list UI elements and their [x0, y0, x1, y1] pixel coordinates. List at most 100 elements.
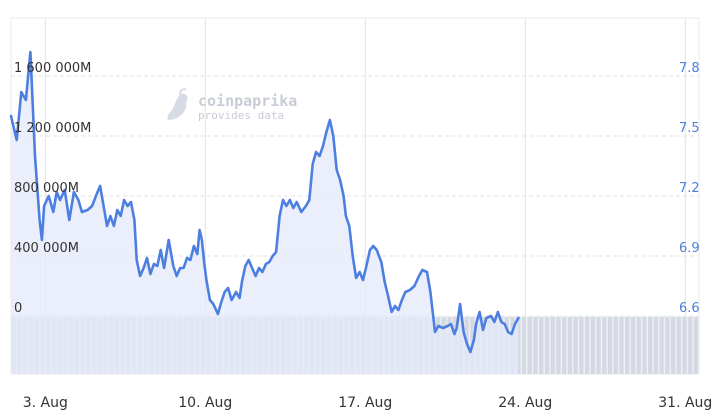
price-point [456, 327, 458, 329]
volume-bar [527, 317, 532, 374]
volume-bar [665, 317, 670, 374]
volume-bar [533, 317, 538, 374]
price-point [143, 267, 145, 269]
price-point [453, 333, 455, 335]
price-point [418, 275, 420, 277]
price-point [282, 199, 284, 201]
price-point [20, 91, 22, 93]
price-point [29, 51, 31, 53]
price-point [308, 199, 310, 201]
price-point [106, 225, 108, 227]
price-point [359, 271, 361, 273]
price-point [473, 339, 475, 341]
price-point [319, 155, 321, 157]
price-point [305, 205, 307, 207]
x-axis-dates: 3. Aug 10. Aug 17. Aug 24. Aug 31. Aug [23, 395, 711, 411]
price-point [186, 257, 188, 259]
volume-bar [579, 317, 584, 374]
price-point [160, 249, 162, 251]
price-point [123, 199, 125, 201]
price-point [77, 199, 79, 201]
price-point [355, 277, 357, 279]
price-point [265, 263, 267, 265]
price-point [248, 259, 250, 261]
price-point [25, 99, 27, 101]
price-point [227, 287, 229, 289]
price-point [372, 245, 374, 247]
price-point [466, 343, 468, 345]
price-point [332, 135, 334, 137]
price-point [81, 211, 83, 213]
price-point [504, 323, 506, 325]
price-point [189, 259, 191, 261]
volume-bar [636, 317, 641, 374]
left-axis-tick-label: 1 600 000M [14, 61, 91, 76]
price-point [437, 325, 439, 327]
price-point [258, 267, 260, 269]
volume-bar [659, 317, 664, 374]
price-point [325, 131, 327, 133]
price-point [429, 291, 431, 293]
price-point [394, 305, 396, 307]
volume-bar [539, 317, 544, 374]
price-point [239, 297, 241, 299]
price-point [296, 201, 298, 203]
volume-bar [521, 317, 527, 374]
volume-bar [556, 317, 561, 374]
price-point [434, 331, 436, 333]
price-point [16, 139, 18, 141]
price-point [289, 199, 291, 201]
left-axis-tick-label: 800 000M [14, 181, 79, 196]
left-axis-volume: 0 400 000M 800 000M 1 200 000M 1 600 000M [14, 61, 91, 316]
price-point [459, 303, 461, 305]
price-point [315, 151, 317, 153]
volume-bar [584, 317, 590, 374]
price-point [514, 323, 516, 325]
volume-bar [607, 317, 613, 374]
volume-bar [550, 317, 555, 374]
volume-bar [567, 317, 573, 374]
volume-bar [562, 317, 567, 374]
price-point [365, 265, 367, 267]
price-point [450, 323, 452, 325]
price-point [224, 291, 226, 293]
price-point [279, 215, 281, 217]
price-point [149, 273, 151, 275]
price-point [196, 253, 198, 255]
price-point [255, 275, 257, 277]
price-point [507, 331, 509, 333]
price-point [404, 291, 406, 293]
watermark-brand: coinpaprika [198, 92, 297, 110]
price-point [336, 169, 338, 171]
price-point [482, 329, 484, 331]
price-point [139, 275, 141, 277]
x-axis-tick-label: 3. Aug [23, 395, 68, 411]
volume-bar [613, 317, 618, 374]
price-point [116, 209, 118, 211]
volume-bar [648, 317, 653, 374]
volume-bar [544, 317, 550, 374]
price-point [235, 291, 237, 293]
price-point [163, 267, 165, 269]
price-point [56, 191, 58, 193]
price-point [261, 271, 263, 273]
price-point [475, 323, 477, 325]
price-point [442, 327, 444, 329]
price-point [292, 207, 294, 209]
price-point [380, 261, 382, 263]
price-point [369, 249, 371, 251]
volume-bar [653, 317, 659, 374]
volume-bar [682, 317, 687, 374]
price-points [10, 51, 520, 353]
left-axis-tick-label: 0 [14, 301, 22, 316]
left-axis-tick-label: 1 200 000M [14, 121, 91, 136]
volume-bar [573, 317, 578, 374]
price-point [348, 225, 350, 227]
price-point [133, 219, 135, 221]
right-axis-tick-label: 6.6 [679, 301, 700, 316]
watermark-tagline: provides data [198, 109, 284, 122]
price-point [391, 311, 393, 313]
x-axis-tick-label: 31. Aug [658, 395, 711, 411]
